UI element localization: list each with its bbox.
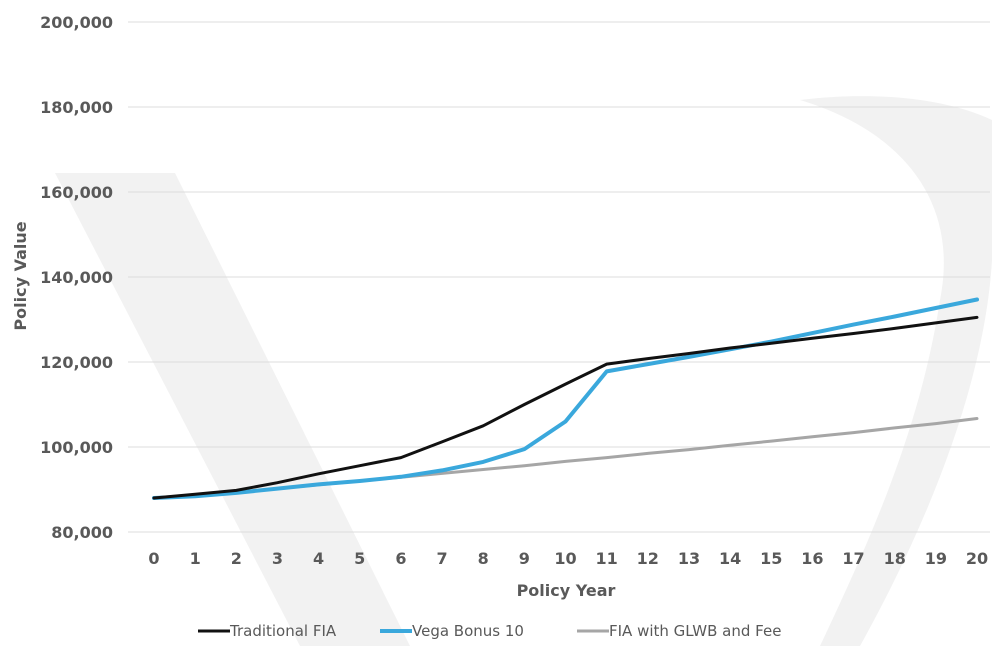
y-tick-label: 80,000: [51, 523, 113, 542]
x-tick-label: 10: [554, 549, 576, 568]
x-axis-ticks: 0 1 2 3 4 5 6 7 8 9 10 11 12 13 14 15 16 17 18 19 20: [148, 549, 988, 568]
y-axis-ticks: 80,000 100,000 120,000 140,000 160,000 180,00…: [40, 13, 113, 542]
x-tick-label: 4: [313, 549, 324, 568]
x-tick-label: 3: [272, 549, 283, 568]
legend-label: Vega Bonus 10: [412, 622, 524, 640]
x-tick-label: 0: [148, 549, 159, 568]
y-axis-label: Policy Value: [11, 221, 30, 330]
y-tick-label: 120,000: [40, 353, 113, 372]
x-tick-label: 14: [719, 549, 741, 568]
x-tick-label: 20: [966, 549, 988, 568]
watermark-logo: [55, 96, 992, 646]
x-tick-label: 19: [925, 549, 947, 568]
x-tick-label: 17: [842, 549, 864, 568]
x-tick-label: 1: [190, 549, 201, 568]
grid: [128, 21, 990, 533]
legend: Traditional FIA Vega Bonus 10 FIA with GLW…: [198, 622, 781, 640]
x-tick-label: 5: [354, 549, 365, 568]
y-tick-label: 100,000: [40, 438, 113, 457]
x-tick-label: 8: [478, 549, 489, 568]
x-tick-label: 11: [596, 549, 618, 568]
legend-label: FIA with GLWB and Fee: [609, 622, 781, 640]
series-lines: [152, 297, 979, 500]
legend-label: Traditional FIA: [229, 622, 337, 640]
x-tick-label: 6: [395, 549, 406, 568]
x-tick-label: 18: [884, 549, 906, 568]
series-line-traditional-fia: [152, 315, 979, 500]
y-tick-label: 180,000: [40, 98, 113, 117]
x-tick-label: 7: [436, 549, 447, 568]
x-tick-label: 2: [231, 549, 242, 568]
x-tick-label: 16: [801, 549, 823, 568]
y-tick-label: 160,000: [40, 183, 113, 202]
series-line-vega-bonus-10: [152, 297, 979, 500]
x-tick-label: 13: [678, 549, 700, 568]
x-tick-label: 12: [637, 549, 659, 568]
x-tick-label: 15: [760, 549, 782, 568]
x-axis-label: Policy Year: [517, 581, 616, 600]
x-tick-label: 9: [519, 549, 530, 568]
y-tick-label: 140,000: [40, 268, 113, 287]
y-tick-label: 200,000: [40, 13, 113, 32]
